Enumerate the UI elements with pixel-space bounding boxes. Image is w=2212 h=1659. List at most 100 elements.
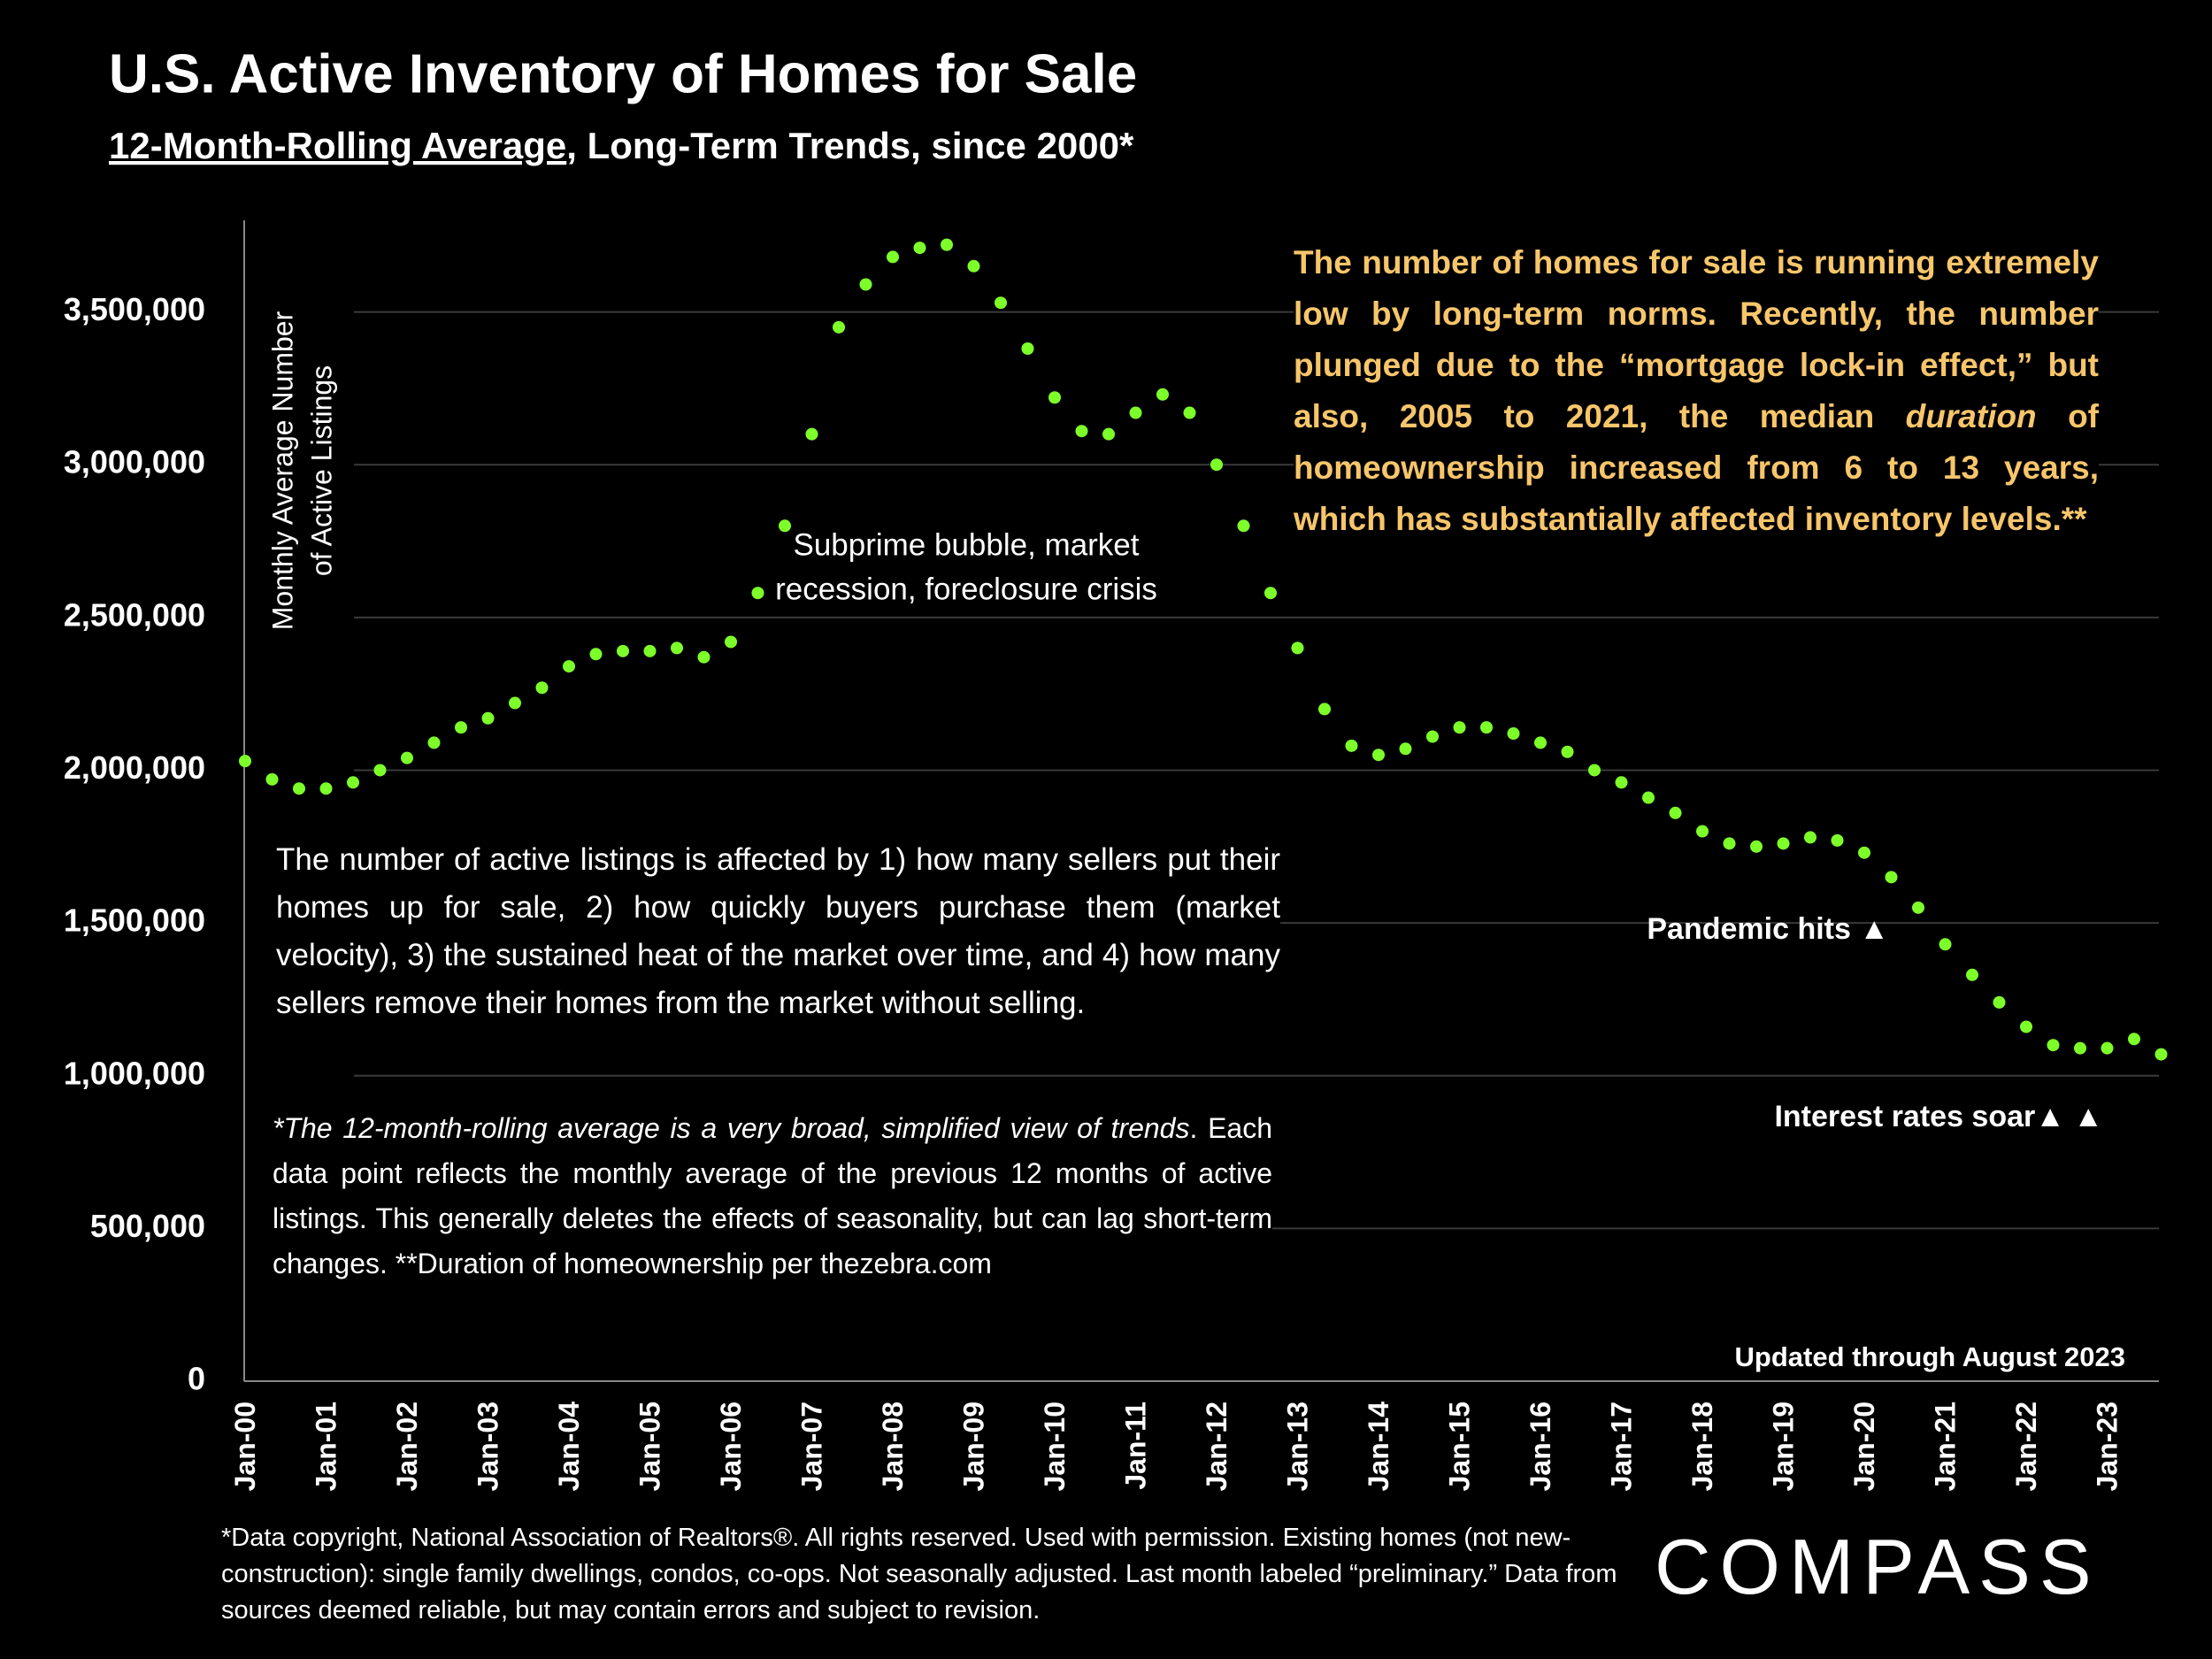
x-tick-label: Jan-13 bbox=[1282, 1402, 1314, 1491]
data-dot bbox=[805, 427, 818, 441]
x-tick-label: Jan-03 bbox=[472, 1402, 504, 1491]
x-tick-label: Jan-04 bbox=[553, 1402, 585, 1492]
data-dot bbox=[1453, 721, 1466, 734]
x-tick-label: Jan-11 bbox=[1120, 1402, 1152, 1490]
y-axis-label: of Active Listings bbox=[305, 365, 337, 576]
x-tick-label: Jan-02 bbox=[391, 1402, 423, 1491]
y-tick-label: 0 bbox=[188, 1361, 205, 1397]
data-dot bbox=[913, 242, 926, 255]
data-dot bbox=[1399, 742, 1412, 756]
left-note: The number of active listings is affecte… bbox=[265, 836, 1280, 1027]
data-dot bbox=[2154, 1048, 2168, 1061]
footnote-text: **Duration of homeownership per thezebra… bbox=[395, 1248, 992, 1279]
data-dot bbox=[1048, 391, 1061, 404]
y-tick-label: 500,000 bbox=[90, 1208, 205, 1244]
x-tick-label: Jan-12 bbox=[1201, 1402, 1233, 1491]
data-dot bbox=[1507, 727, 1520, 741]
data-dot bbox=[725, 635, 737, 649]
x-tick-label: Jan-20 bbox=[1848, 1402, 1880, 1491]
y-tick-label: 1,500,000 bbox=[64, 902, 205, 939]
y-tick-label: 2,000,000 bbox=[64, 749, 205, 786]
footnote-text: . Each data point reflects the monthly a… bbox=[273, 1112, 1273, 1279]
data-dot bbox=[1426, 730, 1439, 743]
data-dot bbox=[1129, 406, 1142, 419]
y-axis-label: Monthly Average Number bbox=[266, 311, 298, 630]
data-dot bbox=[589, 648, 603, 661]
data-dot bbox=[563, 660, 575, 673]
data-dot bbox=[2020, 1020, 2032, 1033]
data-dot bbox=[1642, 791, 1655, 804]
data-dot bbox=[373, 764, 387, 777]
data-dot bbox=[1966, 968, 1978, 981]
x-tick-label: Jan-06 bbox=[715, 1402, 747, 1491]
x-tick-label: Jan-08 bbox=[877, 1402, 909, 1491]
data-dot bbox=[535, 681, 549, 695]
x-tick-label: Jan-19 bbox=[1768, 1402, 1800, 1491]
data-dot bbox=[1102, 427, 1115, 441]
data-dot bbox=[401, 751, 413, 764]
data-dot bbox=[1885, 871, 1898, 884]
data-dot bbox=[293, 782, 305, 795]
data-dot bbox=[319, 782, 333, 795]
data-dot bbox=[1480, 721, 1493, 734]
x-tick-label: Jan-09 bbox=[958, 1402, 990, 1491]
data-dot bbox=[779, 519, 791, 533]
data-dot bbox=[1993, 995, 2006, 1009]
data-dot bbox=[1939, 938, 1952, 951]
annotation: Pandemic hits ▲ bbox=[1647, 912, 1889, 946]
data-dot bbox=[1723, 837, 1736, 850]
x-tick-label: Jan-16 bbox=[1525, 1402, 1556, 1491]
chart-subtitle: 12-Month-Rolling Average, Long-Term Tren… bbox=[109, 125, 1134, 166]
x-tick-label: Jan-15 bbox=[1444, 1402, 1476, 1491]
data-dot bbox=[1264, 587, 1277, 600]
data-dot bbox=[2128, 1033, 2140, 1046]
annotation: Subprime bubble, market bbox=[793, 527, 1139, 562]
data-dot bbox=[1615, 776, 1628, 789]
data-dot bbox=[1345, 739, 1358, 752]
annotation: Updated through August 2023 bbox=[1735, 1341, 2125, 1372]
data-dot bbox=[2047, 1039, 2060, 1052]
data-dot bbox=[1858, 846, 1870, 859]
x-tick-label: Jan-10 bbox=[1039, 1402, 1071, 1491]
data-dot bbox=[509, 696, 521, 710]
y-tick-label: 2,500,000 bbox=[64, 596, 205, 633]
data-dot bbox=[1534, 736, 1547, 749]
data-dot bbox=[1588, 764, 1601, 777]
data-dot bbox=[1777, 837, 1790, 850]
annotation: Interest rates soar▲ ▲ bbox=[1774, 1100, 2103, 1133]
logo: COMPASS bbox=[1655, 1523, 2101, 1610]
annotation: recession, foreclosure crisis bbox=[775, 572, 1157, 606]
data-dot bbox=[751, 587, 764, 600]
note-text: of homeownership increased from 6 to 13 … bbox=[1294, 398, 2099, 537]
data-dot bbox=[1156, 388, 1169, 401]
x-tick-label: Jan-05 bbox=[634, 1402, 666, 1491]
x-tick-label: Jan-00 bbox=[229, 1402, 261, 1491]
data-dot bbox=[617, 644, 629, 657]
data-dot bbox=[1912, 901, 1924, 914]
footnote-italic: *The 12-month-rolling average is a very … bbox=[273, 1112, 1190, 1144]
data-dot bbox=[1183, 406, 1196, 419]
right-note: The number of homes for sale is running … bbox=[1294, 237, 2099, 545]
data-dot bbox=[239, 755, 251, 768]
data-dot bbox=[995, 296, 1007, 310]
note-text: The number of homes for sale is running … bbox=[1294, 244, 2099, 434]
data-dot bbox=[481, 711, 495, 725]
x-tick-label: Jan-01 bbox=[311, 1402, 342, 1491]
data-dot bbox=[2074, 1041, 2086, 1055]
data-dot bbox=[967, 259, 980, 273]
data-dot bbox=[455, 721, 467, 734]
data-dot bbox=[1831, 833, 1844, 847]
data-dot bbox=[427, 736, 441, 749]
data-dot bbox=[1237, 519, 1250, 533]
data-dot bbox=[1210, 458, 1223, 472]
chart-title: U.S. Active Inventory of Homes for Sale bbox=[109, 43, 1137, 104]
x-tick-label: Jan-22 bbox=[2010, 1402, 2042, 1491]
data-dot bbox=[643, 644, 657, 657]
y-tick-label: 1,000,000 bbox=[64, 1055, 205, 1091]
y-tick-label: 3,000,000 bbox=[64, 444, 205, 480]
data-dot bbox=[1669, 806, 1682, 819]
data-dot bbox=[1561, 745, 1574, 758]
data-dot bbox=[1291, 641, 1304, 655]
data-dot bbox=[941, 238, 953, 251]
